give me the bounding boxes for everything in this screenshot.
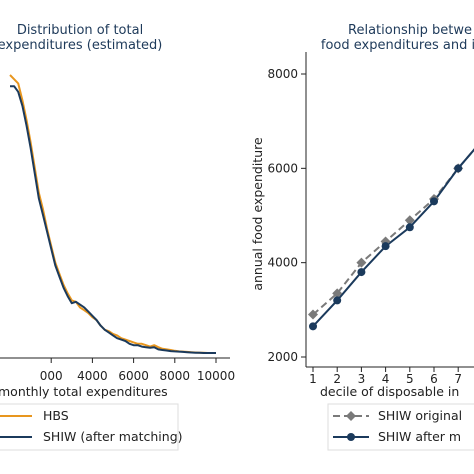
right-y-label: annual food expenditure bbox=[250, 137, 265, 291]
left-legend-box bbox=[0, 403, 179, 451]
right-y-tick-label: 8000 bbox=[267, 67, 298, 81]
left-series-line-shiw bbox=[10, 85, 216, 354]
right-point-shiw-after bbox=[357, 268, 366, 277]
left-x-tick-label: 6000 bbox=[118, 369, 149, 383]
right-point-shiw-original bbox=[308, 309, 318, 320]
legend-label-shiw-after: SHIW after m bbox=[378, 429, 461, 444]
left-x-tick-label: 4000 bbox=[77, 369, 108, 383]
right-x-tick-label: 7 bbox=[454, 372, 462, 386]
left-x-tick-label: 000 bbox=[40, 369, 63, 383]
right-x-tick-label: 3 bbox=[358, 372, 366, 386]
right-y-tick-label: 4000 bbox=[267, 256, 298, 270]
left-x-ticks: 000 4000 6000 8000 10000 bbox=[40, 358, 235, 383]
right-point-shiw-after bbox=[430, 197, 438, 206]
right-x-tick-label: 5 bbox=[406, 372, 414, 386]
right-plot-lines bbox=[308, 148, 474, 331]
right-point-shiw-original bbox=[356, 257, 367, 268]
legend-marker-shiw-after bbox=[347, 433, 355, 441]
right-x-tick-label: 1 bbox=[309, 372, 317, 386]
right-y-tick-label: 6000 bbox=[267, 161, 298, 175]
right-y-tick-label: 2000 bbox=[267, 350, 298, 364]
right-point-shiw-after bbox=[333, 296, 342, 305]
right-x-label: decile of disposable in bbox=[320, 384, 459, 399]
left-plot-lines bbox=[9, 74, 216, 354]
right-series-line-shiw-after bbox=[312, 148, 474, 327]
right-subtitle: food expenditures and i bbox=[321, 38, 474, 53]
right-x-tick-label: 4 bbox=[382, 372, 390, 386]
right-point-shiw-after bbox=[454, 164, 463, 173]
right-legend-box bbox=[327, 403, 474, 451]
right-point-shiw-after bbox=[381, 242, 390, 251]
right-point-shiw-original bbox=[332, 288, 343, 299]
left-x-label: monthly total expenditures bbox=[0, 384, 168, 399]
right-x-tick-label: 6 bbox=[430, 372, 438, 386]
right-point-shiw-after bbox=[309, 322, 317, 331]
right-panel: Relationship betwe food expenditures and… bbox=[250, 23, 474, 451]
legend-marker-shiw-original bbox=[346, 411, 356, 421]
left-subtitle: expenditures (estimated) bbox=[0, 38, 162, 53]
left-x-tick-label: 8000 bbox=[160, 369, 191, 383]
right-point-shiw-after bbox=[405, 223, 414, 232]
right-point-shiw-original bbox=[404, 215, 415, 226]
left-panel: Distribution of total expenditures (esti… bbox=[0, 23, 235, 451]
right-x-ticks: 1 2 3 4 5 6 7 bbox=[309, 367, 462, 386]
left-legend: HBS SHIW (after matching) bbox=[0, 403, 183, 451]
right-legend: SHIW original SHIW after m bbox=[327, 403, 474, 451]
legend-label-shiw-original: SHIW original bbox=[378, 408, 462, 423]
legend-label-shiw: SHIW (after matching) bbox=[43, 429, 183, 444]
left-x-tick-label: 10000 bbox=[197, 369, 235, 383]
right-title: Relationship betwe bbox=[348, 23, 472, 38]
right-y-ticks: 2000 4000 6000 8000 bbox=[267, 67, 306, 364]
right-x-tick-label: 2 bbox=[333, 372, 341, 386]
left-title: Distribution of total bbox=[17, 23, 143, 38]
legend-label-hbs: HBS bbox=[43, 408, 69, 423]
